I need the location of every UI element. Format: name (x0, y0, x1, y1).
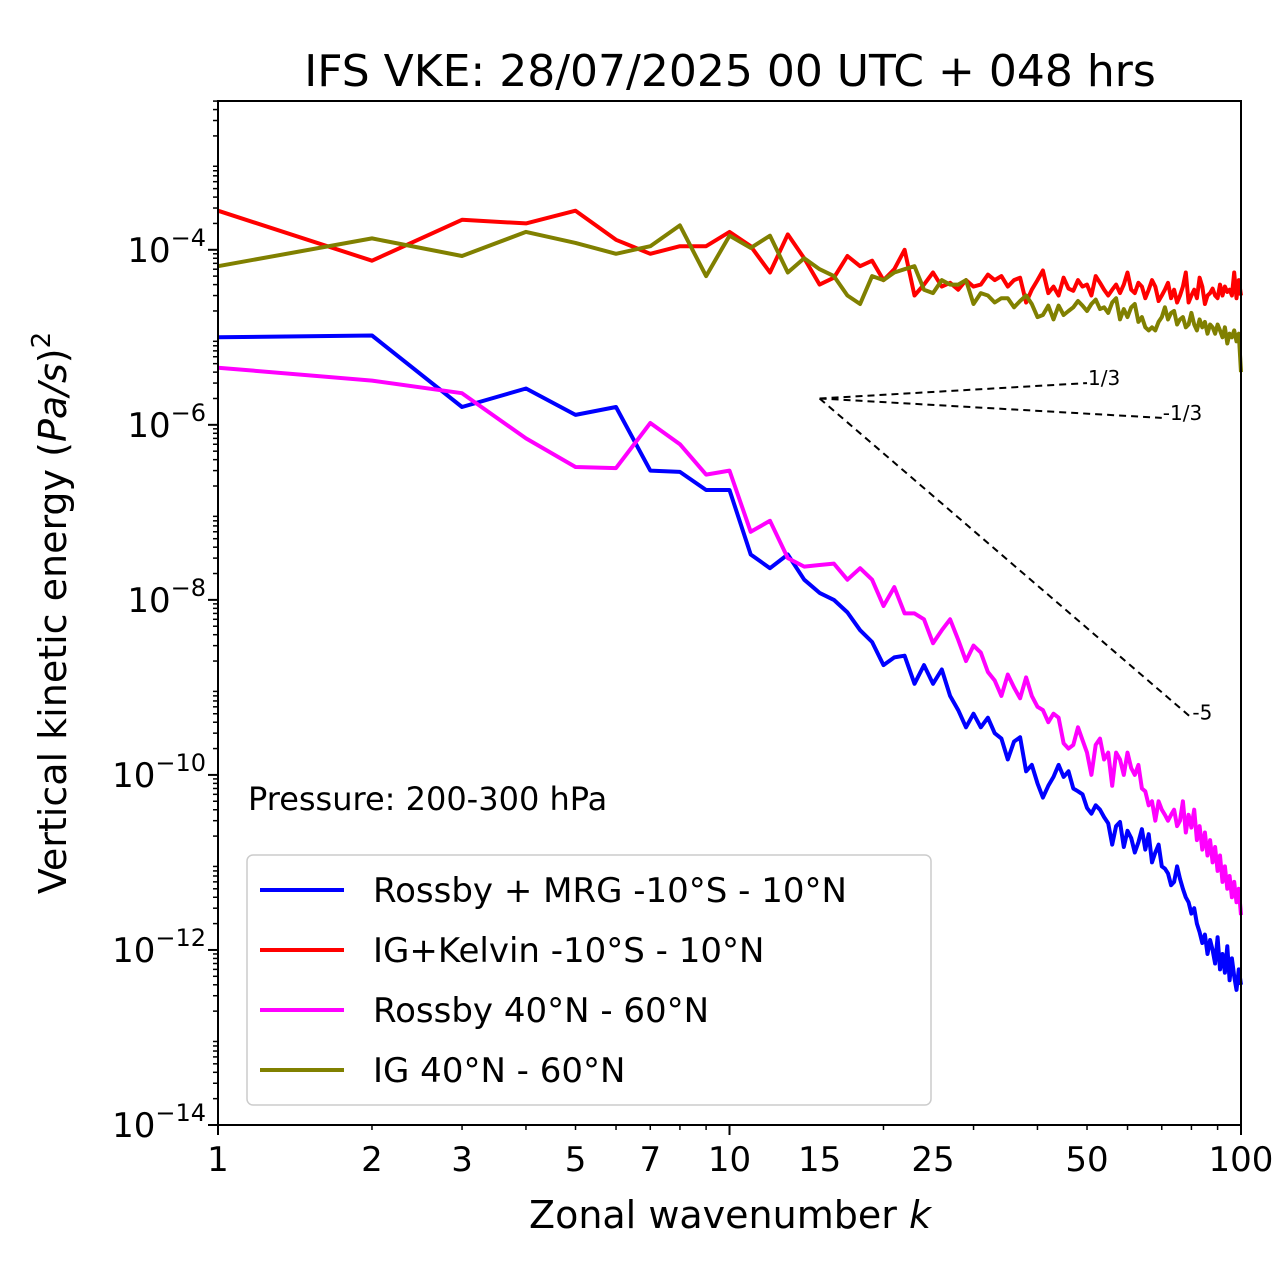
y-tick-label: 10−12 (112, 924, 206, 971)
reference-label-2: -5 (1192, 701, 1212, 725)
y-tick-label: 10−10 (112, 749, 206, 796)
legend: Rossby + MRG -10°S - 10°N IG+Kelvin -10°S… (246, 854, 932, 1106)
reference-line-0 (819, 382, 1088, 400)
x-axis-label: Zonal wavenumber k (529, 1193, 933, 1237)
series-line-3 (217, 223, 1243, 373)
legend-label-2: Rossby 40°N - 60°N (373, 991, 709, 1031)
series-line-1 (217, 208, 1243, 306)
x-tick-label: 1 (207, 1140, 229, 1180)
legend-box (246, 854, 932, 1106)
y-tick-exponent: −10 (155, 749, 206, 777)
x-tick-label: 50 (1065, 1140, 1108, 1180)
y-tick-base: 10 (127, 406, 170, 446)
x-tick-label: 100 (1209, 1140, 1274, 1180)
y-tick-base: 10 (127, 581, 170, 621)
y-tick-exponent: −6 (171, 399, 206, 427)
legend-label-0: Rossby + MRG -10°S - 10°N (373, 871, 847, 911)
x-axis-label-var: k (909, 1193, 933, 1237)
plot-area (217, 208, 1243, 992)
y-tick-exponent: −12 (155, 924, 206, 952)
axis-ticks: 1 2 3 5 7 10 15 25 50 10010−410−610−810−1010−1210… (112, 100, 1274, 1180)
y-axis-label: Vertical kinetic energy (Pa/s)2 (27, 332, 75, 894)
y-axis-label-text: Vertical kinetic energy ( (31, 442, 75, 894)
legend-label-1: IG+Kelvin -10°S - 10°N (373, 931, 764, 971)
y-tick-exponent: −8 (171, 574, 206, 602)
x-axis-label-text: Zonal wavenumber (529, 1193, 909, 1237)
series-line-0 (217, 333, 1243, 992)
x-tick-label: 5 (565, 1140, 587, 1180)
y-tick-label: 10−8 (127, 574, 206, 621)
x-tick-label: 2 (361, 1140, 383, 1180)
x-tick-label: 7 (639, 1140, 661, 1180)
reference-label-1: -1/3 (1163, 401, 1202, 425)
x-tick-label: 3 (451, 1140, 473, 1180)
y-tick-base: 10 (112, 1106, 155, 1146)
y-tick-base: 10 (127, 231, 170, 271)
y-tick-label: 10−4 (127, 224, 206, 271)
reference-slopes: 1/3 -1/3 -5 (818, 366, 1212, 725)
pressure-annotation: Pressure: 200-300 hPa (248, 780, 607, 818)
y-tick-exponent: −4 (171, 224, 206, 252)
reference-line-2 (818, 397, 1193, 719)
y-axis-label-close: ) (31, 348, 75, 363)
y-axis-label-exp: 2 (27, 332, 57, 349)
y-tick-base: 10 (112, 931, 155, 971)
y-tick-label: 10−6 (127, 399, 206, 446)
y-tick-exponent: −14 (155, 1099, 206, 1127)
legend-label-3: IG 40°N - 60°N (373, 1051, 625, 1091)
y-tick-label: 10−14 (112, 1099, 206, 1146)
y-tick-base: 10 (112, 756, 155, 796)
reference-label-0: 1/3 (1088, 366, 1120, 390)
x-tick-label: 10 (708, 1140, 751, 1180)
y-axis-label-var: Pa/s (31, 363, 75, 442)
axes-frame (217, 100, 1242, 1126)
chart-title: IFS VKE: 28/07/2025 00 UTC + 048 hrs (304, 46, 1156, 97)
x-tick-label: 25 (911, 1140, 954, 1180)
x-tick-label: 15 (798, 1140, 841, 1180)
reference-line-1 (819, 397, 1162, 419)
series-line-2 (217, 365, 1243, 916)
